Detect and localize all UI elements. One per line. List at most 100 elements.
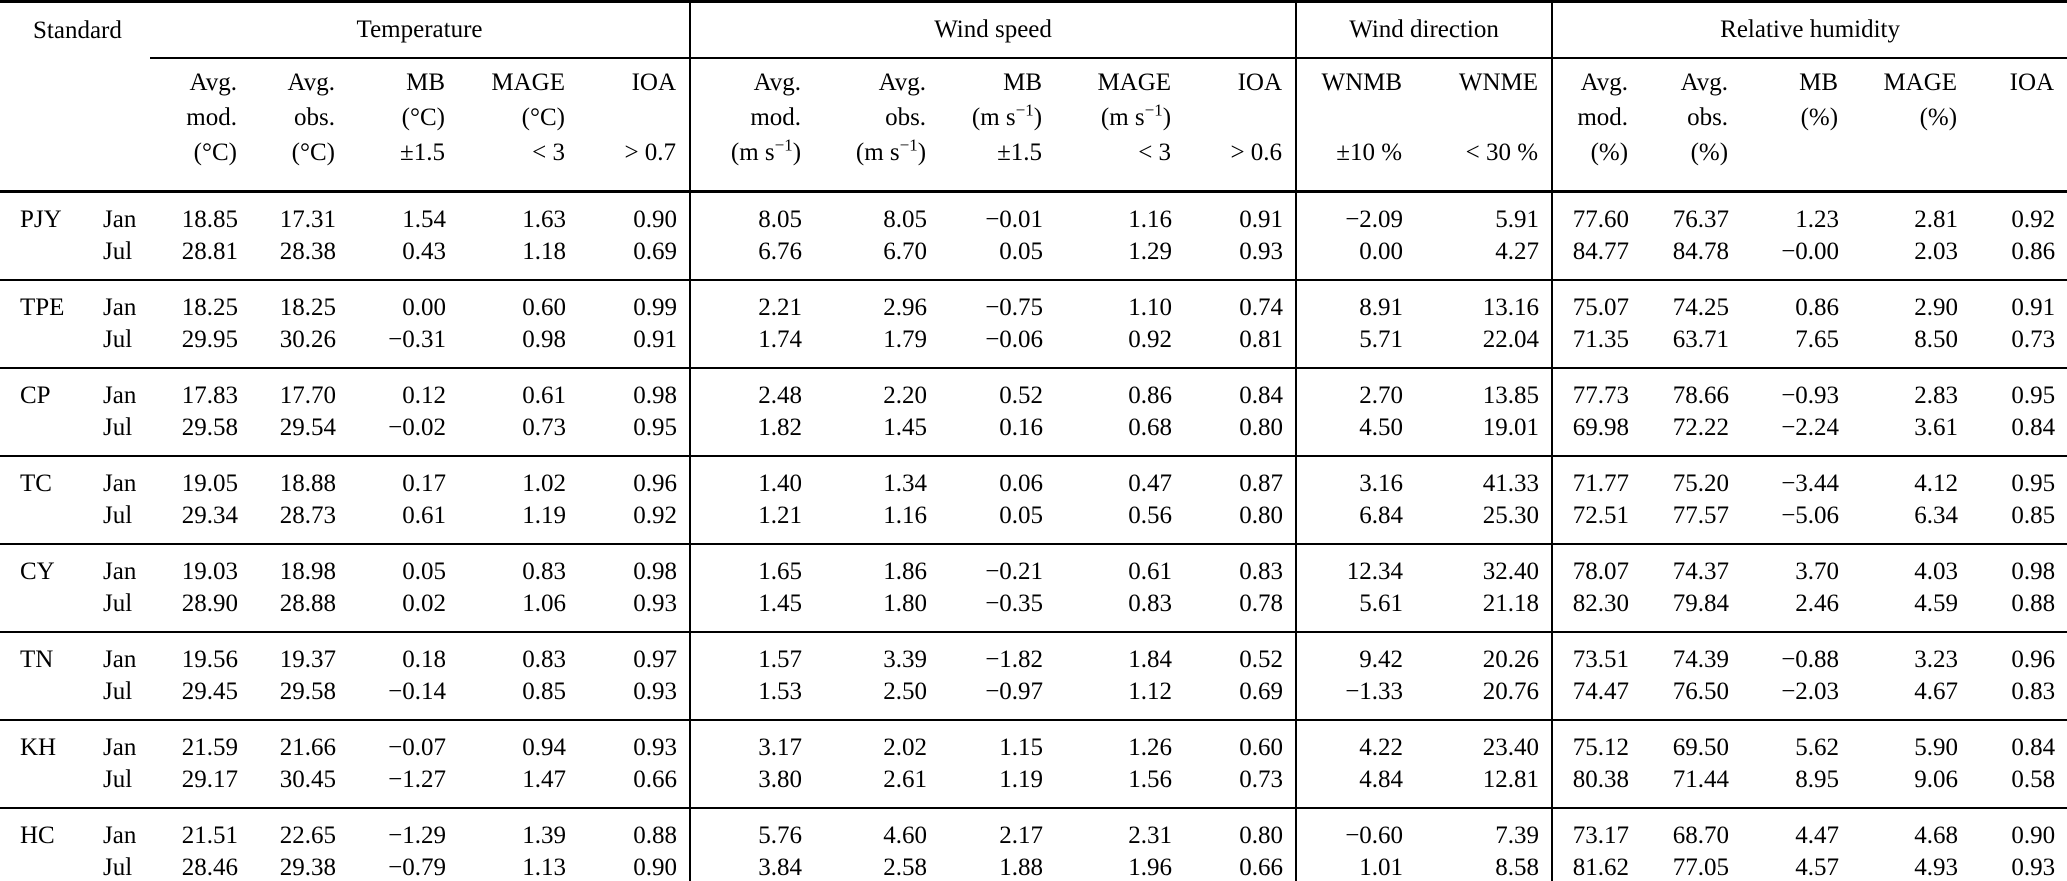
- header-line: (m s−1): [730, 135, 802, 166]
- temperature-value: 0.92: [578, 500, 692, 544]
- column-header-relative-humidity-ioa: IOA: [1970, 58, 2067, 193]
- relative-humidity-value: 0.58: [2011, 766, 2056, 793]
- header-line: Avg.: [1680, 69, 1729, 96]
- wind-speed-value: 0.81: [1184, 324, 1298, 368]
- temperature-value: 17.31: [250, 190, 348, 236]
- temperature-value: 0.17: [348, 455, 458, 500]
- temperature-value: 29.17: [181, 766, 238, 793]
- temperature-value: 1.39: [458, 807, 578, 852]
- month-label: Jan: [85, 543, 150, 588]
- temperature-value: 0.93: [578, 588, 692, 632]
- header-line: mod.: [750, 104, 802, 131]
- relative-humidity-value: 77.60: [1552, 190, 1642, 236]
- relative-humidity-value: 0.83: [2011, 678, 2056, 705]
- wind-speed-value: 0.69: [1184, 676, 1298, 720]
- table-row-cy-jan: CY Jan 19.03 18.98 0.05 0.83 0.98 1.65 1.86 −0.21…: [0, 543, 2067, 588]
- temperature-value: 0.00: [348, 279, 458, 324]
- temperature-value: −1.27: [388, 766, 446, 793]
- wind-direction-value: 32.40: [1415, 543, 1554, 588]
- temperature-value: 18.88: [250, 455, 348, 500]
- column-header-wind-speed-avg-mod-: Avg. mod. (m s−1): [690, 58, 815, 193]
- temperature-value: 19.03: [150, 543, 250, 588]
- temperature-value: 0.95: [578, 412, 692, 456]
- wind-speed-value: 1.84: [1055, 631, 1185, 676]
- relative-humidity-value: −0.88: [1741, 631, 1852, 676]
- temperature-value: 0.98: [522, 326, 566, 353]
- empty-header-cell: [0, 58, 150, 193]
- wind-speed-value: −0.21: [939, 543, 1056, 588]
- month-label: Jul: [103, 414, 133, 441]
- month-label: Jul: [103, 590, 133, 617]
- header-line: Avg.: [753, 69, 802, 96]
- wind-direction-value: 13.85: [1415, 367, 1554, 412]
- relative-humidity-value: 3.61: [1914, 414, 1959, 441]
- temperature-value: 0.94: [458, 719, 578, 764]
- temperature-value: 28.73: [279, 502, 336, 529]
- column-header-relative-humidity-mage-: MAGE (%): [1851, 58, 1971, 193]
- wind-direction-value: 3.16: [1296, 455, 1416, 500]
- wind-speed-value: 1.74: [758, 326, 803, 353]
- station-label: [0, 412, 85, 456]
- wind-speed-value: 1.26: [1055, 719, 1185, 764]
- wind-speed-value: −0.01: [939, 190, 1056, 236]
- header-line: MAGE: [491, 69, 565, 96]
- wind-direction-value: 8.58: [1415, 852, 1554, 881]
- wind-direction-value: 5.91: [1415, 190, 1554, 236]
- temperature-value: 18.98: [250, 543, 348, 588]
- relative-humidity-value: 3.70: [1741, 543, 1852, 588]
- column-header-relative-humidity-avg-mod-: Avg. mod. (%): [1552, 58, 1642, 193]
- relative-humidity-value: 78.66: [1641, 367, 1742, 412]
- station-label: [0, 324, 85, 368]
- relative-humidity-value: 77.73: [1552, 367, 1642, 412]
- station-label: [0, 676, 85, 720]
- wind-speed-value: 0.52: [1184, 631, 1298, 676]
- relative-humidity-value: 84.78: [1672, 238, 1730, 265]
- column-header-temperature-mb-c-: MB (°C) ±1.5: [348, 58, 458, 193]
- relative-humidity-value: 9.06: [1914, 766, 1959, 793]
- relative-humidity-value: 4.93: [1914, 854, 1959, 881]
- header-line: MB: [1003, 69, 1043, 96]
- month-label: Jan: [85, 367, 150, 412]
- table-row-cp-jan: CP Jan 17.83 17.70 0.12 0.61 0.98 2.48 2.20 0.52 0…: [0, 367, 2067, 412]
- wind-speed-value: 0.05: [999, 502, 1044, 529]
- header-line: (°C): [193, 139, 237, 166]
- table-row-tn-jul: Jul 29.45 29.58 −0.14 0.85 0.93 1.53 2.50 −0.97 1…: [0, 676, 2067, 720]
- wind-speed-value: 0.83: [1128, 590, 1173, 617]
- relative-humidity-value: 0.93: [2011, 854, 2056, 881]
- header-line: [1185, 100, 1294, 135]
- wind-speed-value: 0.80: [1184, 412, 1298, 456]
- wind-direction-value: 21.18: [1415, 588, 1554, 632]
- wind-speed-value: 1.19: [999, 766, 1044, 793]
- temperature-value: 0.69: [578, 236, 692, 280]
- wind-direction-value: 20.76: [1415, 676, 1554, 720]
- wind-direction-value: 13.16: [1415, 279, 1554, 324]
- header-line: (%): [1919, 104, 1958, 131]
- relative-humidity-value: 74.47: [1572, 678, 1630, 705]
- relative-humidity-value: 80.38: [1572, 766, 1630, 793]
- wind-speed-value: 1.15: [939, 719, 1056, 764]
- temperature-value: 0.98: [578, 543, 692, 588]
- temperature-value: 28.88: [279, 590, 336, 617]
- temperature-value: 0.43: [402, 238, 446, 265]
- wind-speed-value: 1.88: [999, 854, 1044, 881]
- relative-humidity-value: 2.83: [1851, 367, 1971, 412]
- table-row-kh-jan: KH Jan 21.59 21.66 −0.07 0.94 0.93 3.17 2.02 1.15…: [0, 719, 2067, 764]
- wind-direction-value: 2.70: [1296, 367, 1416, 412]
- header-line: [1742, 135, 1850, 170]
- station-label: [0, 764, 85, 808]
- table-row-hc-jul: Jul 28.46 29.38 −0.79 1.13 0.90 3.84 2.58 1.88 1.…: [0, 852, 2067, 881]
- header-line: (m s−1): [1100, 100, 1172, 131]
- temperature-value: 29.58: [279, 678, 336, 705]
- relative-humidity-value: 72.22: [1672, 414, 1730, 441]
- table-row-cy-jul: Jul 28.90 28.88 0.02 1.06 0.93 1.45 1.80 −0.35 0.…: [0, 588, 2067, 632]
- header-line: [1971, 135, 2066, 170]
- wind-speed-value: 1.53: [758, 678, 803, 705]
- relative-humidity-value: 0.84: [1970, 719, 2067, 764]
- temperature-value: 0.61: [458, 367, 578, 412]
- header-line: < 3: [532, 139, 565, 166]
- header-line: ±1.5: [400, 139, 445, 166]
- column-header-temperature-avg-obs-: Avg. obs. (°C): [250, 58, 348, 193]
- header-line: (%): [1690, 139, 1729, 166]
- month-label: Jul: [103, 766, 133, 793]
